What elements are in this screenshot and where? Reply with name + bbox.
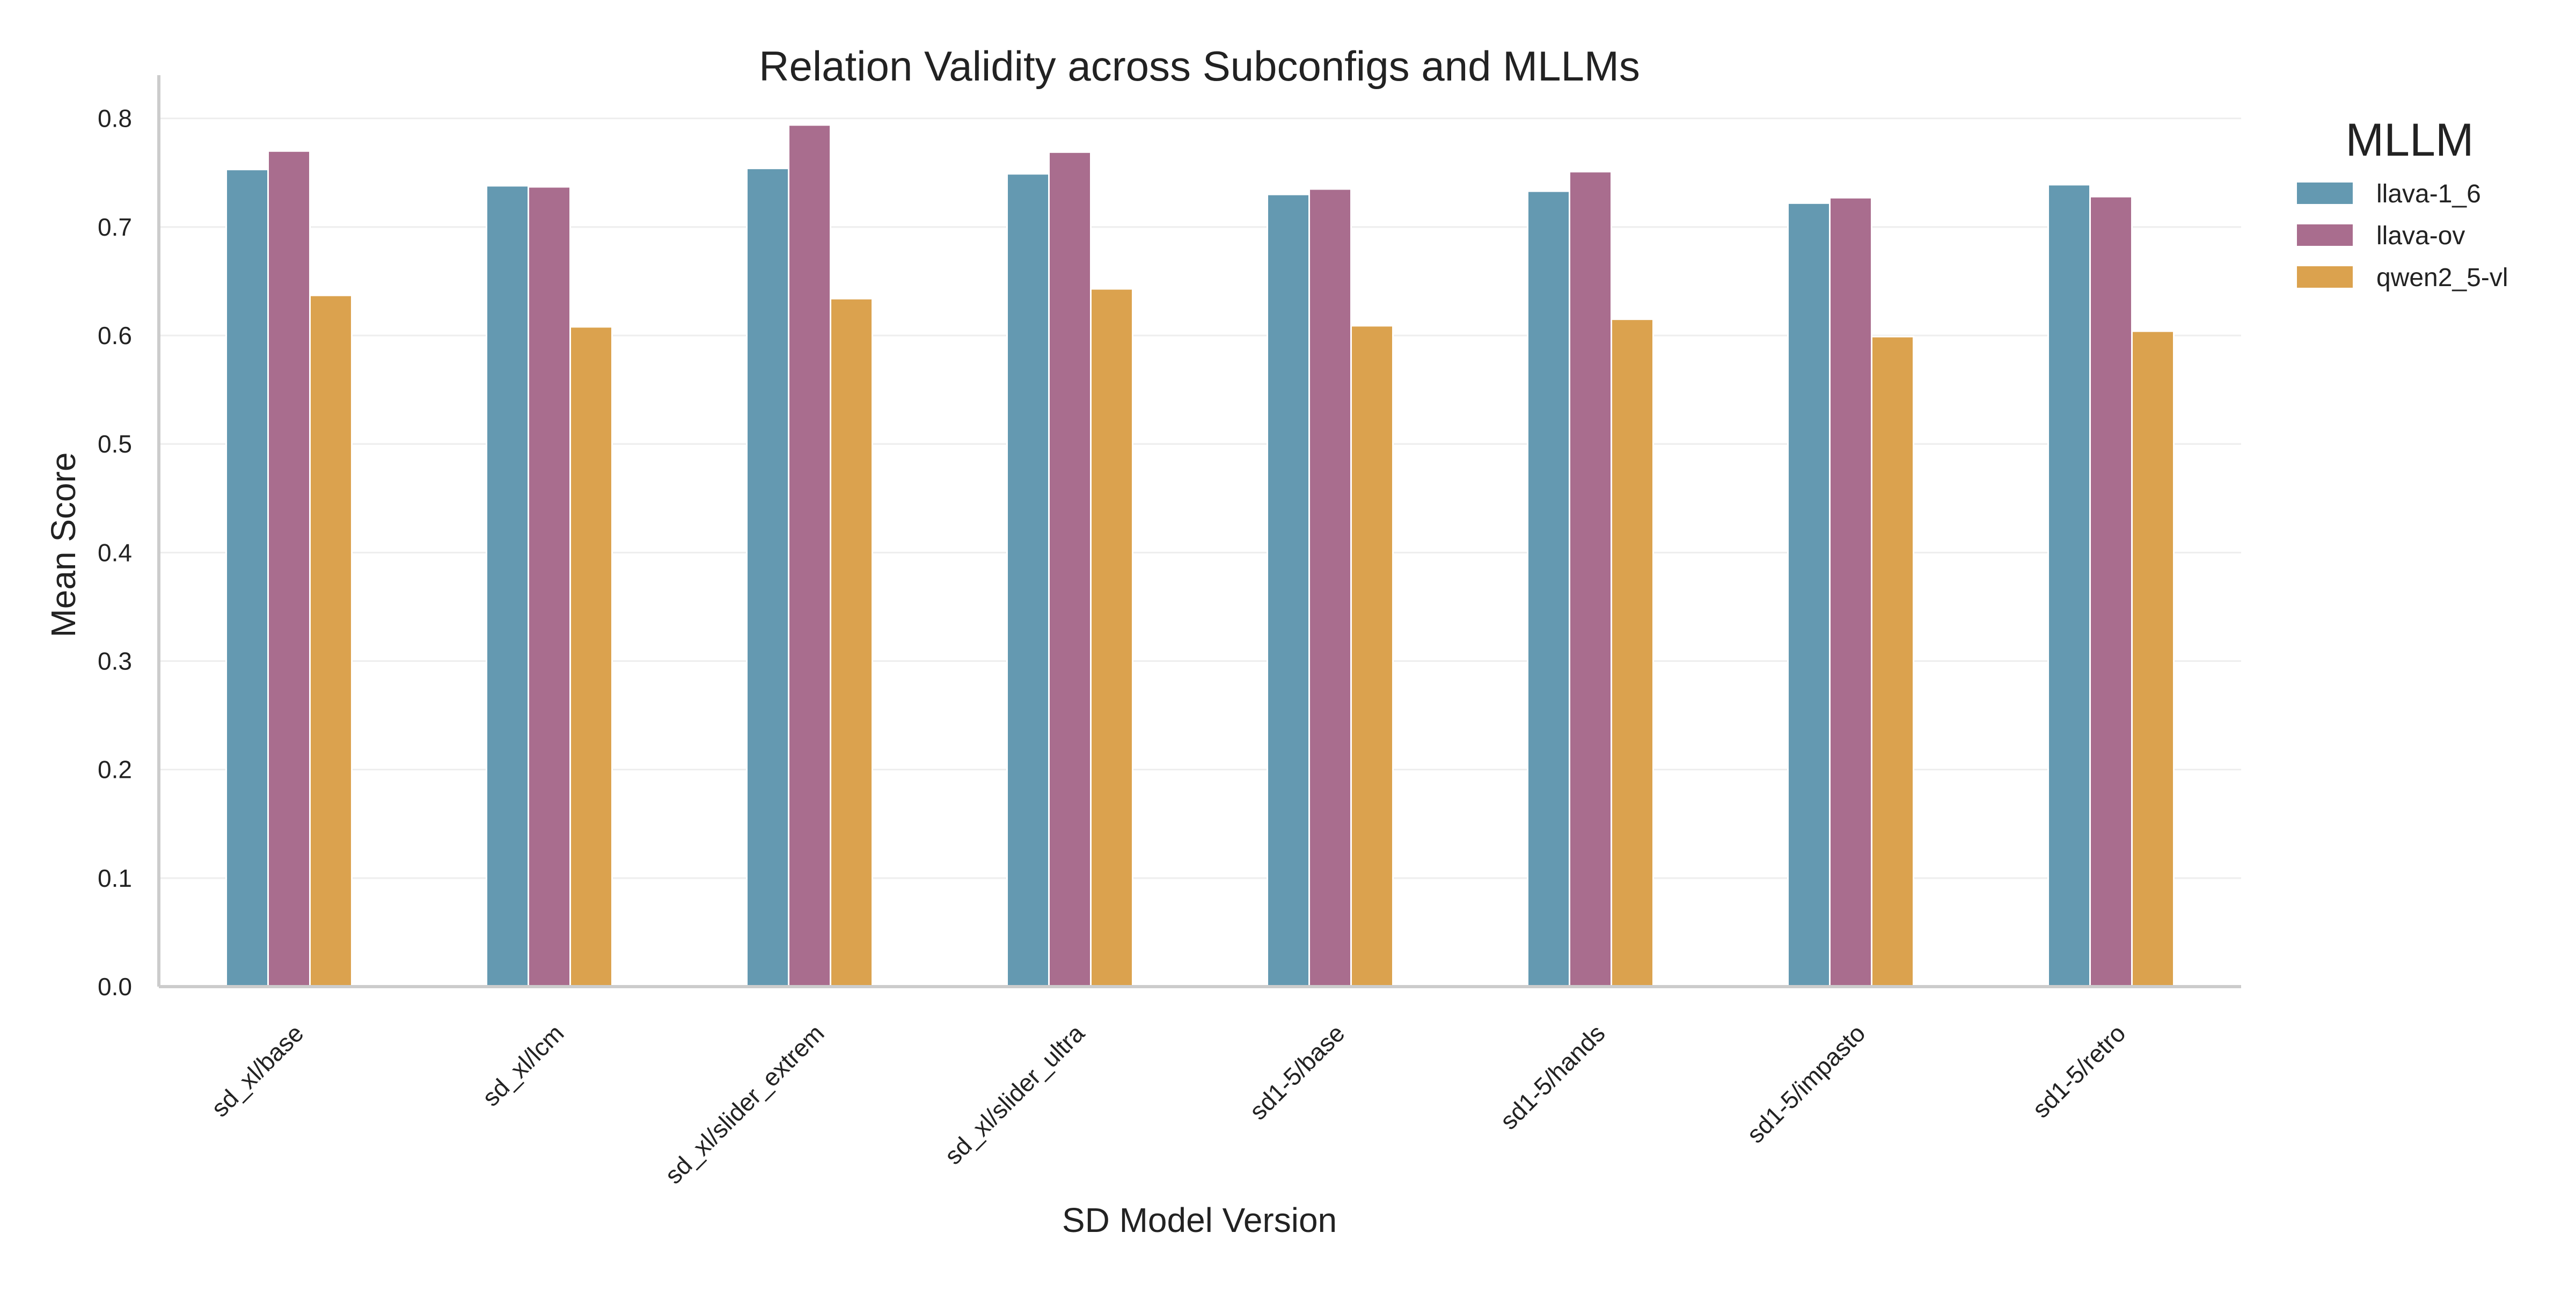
bar-qwen2_5-vl-sd_xl/slider_ultra	[1090, 288, 1133, 988]
y-tick-label: 0.7	[98, 213, 132, 241]
x-tick-label: sd_xl/slider_extrem	[660, 1019, 830, 1189]
x-tick-label: sd1-5/retro	[2027, 1019, 2131, 1123]
bar-llava-ov-sd1-5/retro	[2089, 195, 2133, 988]
y-tick-label: 0.1	[98, 864, 132, 892]
bar-qwen2_5-vl-sd1-5/retro	[2131, 330, 2175, 988]
y-tick-label: 0.0	[98, 973, 132, 1001]
bar-qwen2_5-vl-sd1-5/impasto	[1871, 335, 1914, 988]
bars-layer	[225, 124, 2175, 988]
bar-llava-ov-sd_xl/lcm	[528, 186, 571, 988]
legend-label-qwen2_5-vl: qwen2_5-vl	[2376, 264, 2508, 292]
bar-llava-1_6-sd_xl/slider_extrem	[746, 167, 789, 988]
bar-llava-1_6-sd_xl/lcm	[486, 185, 529, 988]
bar-llava-ov-sd1-5/hands	[1569, 171, 1612, 988]
legend-title: MLLM	[2346, 114, 2474, 166]
axes-layer	[157, 75, 2241, 988]
bar-qwen2_5-vl-sd_xl/base	[309, 294, 353, 988]
legend-label-llava-1_6: llava-1_6	[2376, 180, 2481, 208]
bar-qwen2_5-vl-sd1-5/base	[1350, 325, 1394, 988]
bar-llava-1_6-sd1-5/hands	[1527, 190, 1570, 988]
x-tick-label: sd_xl/lcm	[477, 1019, 569, 1111]
x-tick-label: sd_xl/slider_ultra	[939, 1019, 1090, 1170]
legend-swatch-llava-1_6	[2297, 183, 2353, 204]
bar-llava-1_6-sd_xl/base	[225, 169, 269, 988]
bar-llava-ov-sd1-5/impasto	[1829, 196, 1872, 988]
bar-llava-ov-sd1-5/base	[1308, 188, 1352, 988]
y-tick-label: 0.6	[98, 322, 132, 349]
bar-llava-ov-sd_xl/base	[267, 150, 311, 988]
y-tick-label: 0.2	[98, 756, 132, 784]
y-tick-label: 0.5	[98, 430, 132, 458]
legend-label-llava-ov: llava-ov	[2376, 222, 2465, 250]
legend-swatch-llava-ov	[2297, 224, 2353, 246]
y-axis-label: Mean Score	[44, 452, 83, 637]
bar-llava-1_6-sd_xl/slider_ultra	[1006, 173, 1050, 988]
bar-llava-1_6-sd1-5/base	[1267, 193, 1310, 988]
bar-qwen2_5-vl-sd_xl/slider_extrem	[830, 297, 873, 988]
x-tick-label: sd1-5/base	[1244, 1019, 1350, 1125]
bar-llava-1_6-sd1-5/impasto	[1787, 202, 1831, 988]
bar-llava-1_6-sd1-5/retro	[2047, 184, 2091, 988]
x-tick-label: sd1-5/impasto	[1741, 1019, 1871, 1148]
legend-swatch-qwen2_5-vl	[2297, 266, 2353, 288]
y-tick-label: 0.4	[98, 538, 132, 566]
y-tick-label: 0.8	[98, 105, 132, 133]
chart-title: Relation Validity across Subconfigs and …	[759, 42, 1640, 90]
bar-qwen2_5-vl-sd_xl/lcm	[569, 326, 613, 988]
bar-qwen2_5-vl-sd1-5/hands	[1611, 318, 1654, 988]
legend-items: llava-1_6 llava-ov qwen2_5-vl	[2297, 180, 2508, 292]
bar-llava-ov-sd_xl/slider_ultra	[1048, 151, 1092, 988]
x-axis-label: SD Model Version	[1062, 1201, 1337, 1239]
legend: MLLM llava-1_6 llava-ov qwen2_5-vl	[2297, 114, 2508, 292]
y-tick-label: 0.3	[98, 647, 132, 675]
x-tick-label: sd_xl/base	[206, 1019, 309, 1122]
grid-layer	[159, 118, 2241, 879]
x-tick-label: sd1-5/hands	[1495, 1019, 1611, 1135]
bar-llava-ov-sd_xl/slider_extrem	[788, 124, 831, 988]
